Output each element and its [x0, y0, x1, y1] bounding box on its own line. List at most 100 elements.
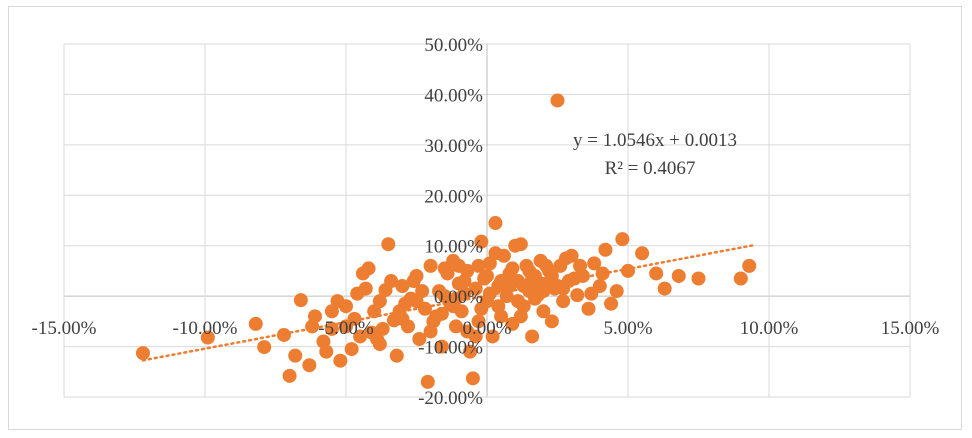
x-tick-label: 15.00% [881, 318, 940, 339]
data-point [691, 271, 706, 286]
data-point [544, 268, 559, 283]
data-point [474, 301, 489, 316]
data-point [525, 329, 540, 344]
x-tick-label: 0.00% [462, 318, 511, 339]
data-point [584, 286, 599, 301]
data-point [550, 93, 565, 108]
y-tick-label: -10.00% [418, 338, 483, 359]
chart-area [8, 6, 962, 430]
data-point [491, 299, 506, 314]
data-point [457, 274, 472, 289]
data-point [389, 348, 404, 363]
data-point [302, 358, 317, 373]
data-point [494, 274, 509, 289]
data-point [406, 274, 421, 289]
data-point [305, 319, 320, 334]
data-point [604, 296, 619, 311]
data-point [516, 279, 531, 294]
x-tick-label: -15.00% [32, 318, 97, 339]
data-point [434, 306, 449, 321]
x-tick-label: 10.00% [740, 318, 799, 339]
data-point [573, 258, 588, 273]
y-tick-label: 40.00% [424, 85, 483, 106]
data-point [451, 258, 466, 273]
gridlines [63, 43, 911, 398]
data-point [511, 294, 526, 309]
data-point [742, 258, 757, 273]
data-point [409, 294, 424, 309]
data-point [615, 232, 630, 247]
data-point [358, 281, 373, 296]
data-point [649, 266, 664, 281]
data-point [412, 332, 427, 347]
data-point [657, 281, 672, 296]
data-point [353, 329, 368, 344]
y-tick-label: 0.00% [434, 287, 483, 308]
data-point [468, 281, 483, 296]
data-point [556, 281, 571, 296]
data-point [370, 332, 385, 347]
data-point [671, 268, 686, 283]
trendline [141, 244, 754, 362]
x-axis-tick-labels: -15.00% -10.00% -5.00% 0.00% 5.00% 10.00% 15.0… [32, 318, 940, 339]
data-point [485, 329, 500, 344]
x-tick-label: 5.00% [603, 318, 652, 339]
data-point [536, 304, 551, 319]
data-point [448, 319, 463, 334]
data-point [471, 314, 486, 329]
data-point [463, 344, 478, 359]
data-point [423, 258, 438, 273]
data-point [293, 293, 308, 308]
data-point [395, 279, 410, 294]
data-point [437, 261, 452, 276]
data-point [333, 353, 348, 368]
data-point [544, 314, 559, 329]
trendline-equation: y = 1.0546x + 0.0013 [573, 130, 737, 151]
data-point [288, 348, 303, 363]
data-point [420, 374, 435, 389]
trendline-r-squared: R² = 0.4067 [605, 158, 696, 179]
data-point [471, 258, 486, 273]
data-point [465, 371, 480, 386]
data-point [482, 286, 497, 301]
data-point [381, 237, 396, 252]
data-point [282, 368, 297, 383]
y-tick-label: 50.00% [424, 35, 483, 56]
data-point [344, 342, 359, 357]
data-point [522, 263, 537, 278]
data-point [513, 309, 528, 324]
x-tick-label: -10.00% [173, 318, 238, 339]
data-point [434, 339, 449, 354]
y-axis-tick-labels: -20.00% -10.00% 0.00% 10.00% 20.00% 30.00% 40.… [418, 35, 483, 409]
data-point [488, 216, 503, 231]
data-point [361, 261, 376, 276]
data-point [480, 268, 494, 283]
y-tick-label: 30.00% [424, 136, 483, 157]
data-point [556, 294, 571, 309]
data-point [437, 289, 452, 304]
data-point [488, 246, 503, 261]
data-point [257, 340, 272, 355]
data-point [733, 271, 748, 286]
data-point [135, 346, 150, 361]
data-point [384, 274, 399, 289]
data-point [598, 242, 613, 257]
data-point [200, 330, 215, 345]
data-point [319, 344, 334, 359]
y-tick-label: 20.00% [424, 186, 483, 207]
data-point [587, 256, 602, 271]
data-point [248, 316, 263, 331]
data-point [276, 327, 291, 342]
data-point [392, 304, 407, 319]
data-point [460, 324, 475, 339]
data-point [474, 234, 489, 249]
data-point [505, 261, 520, 276]
data-point [581, 301, 596, 316]
data-point [533, 276, 548, 291]
y-tick-label: -20.00% [418, 388, 483, 409]
data-point [609, 284, 624, 299]
data-point [513, 237, 528, 252]
y-tick-label: 10.00% [424, 237, 483, 258]
data-point [527, 291, 542, 306]
